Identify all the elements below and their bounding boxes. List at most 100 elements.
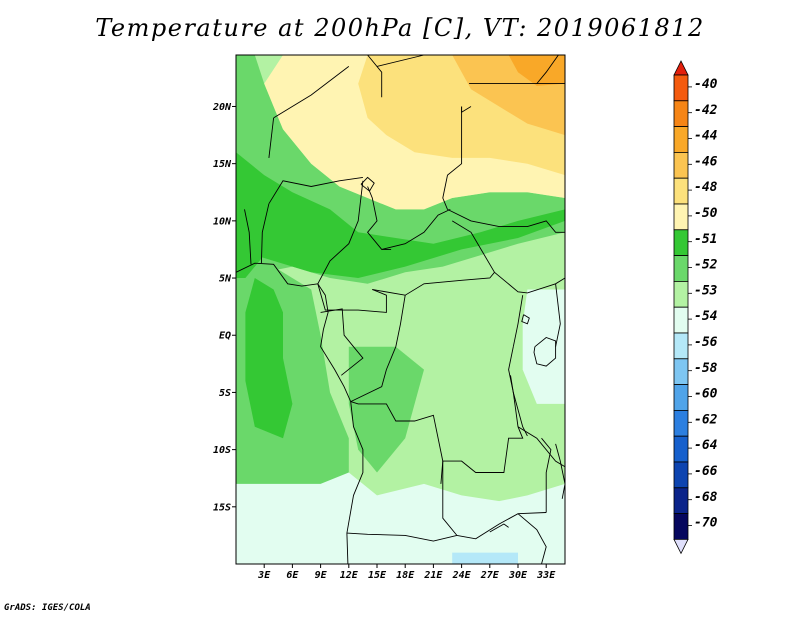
lake-kariba [489,523,509,533]
colorbar-swatch [673,255,689,282]
colorbar-label: -54 [694,309,718,324]
colorbar-label: -60 [694,387,718,402]
colorbar-swatch [673,358,689,385]
colorbar-label: -62 [694,412,718,427]
x-tick-label: 24E [452,570,472,581]
y-tick-label: 5S [219,388,231,399]
y-tick-label: 15S [213,502,231,513]
colorbar-arrow-bottom [673,539,689,555]
border-uganda-drc [512,295,524,347]
region-fill-lake-victoria [533,346,556,370]
grads-credit: GrADS: IGES/COLA [4,603,91,613]
region-fill-sahel-core [236,152,565,278]
x-tick-label: 12E [340,570,359,581]
lake-chad [360,176,375,192]
colorbar-label: -58 [694,361,718,376]
border-mali-niger [268,117,275,158]
border-niger-chad [367,54,383,98]
colorbar-swatch [673,435,689,463]
border-nigeria-cameroon [317,180,364,285]
nile-ne [536,54,559,84]
temperature-field [236,55,565,564]
chart-title: Temperature at 200hPa [C], VT: 201906181… [95,14,705,42]
x-tick-label: 6E [286,570,299,581]
border-gabon-congo [320,308,364,376]
lake-victoria [533,336,557,367]
border-chad-car [381,208,451,250]
border-car-sudan [451,220,495,273]
colorbar-swatch [673,126,689,153]
border-tanzania [517,426,566,468]
colorbar-label: -70 [694,516,718,531]
colorbar-swatch [673,384,689,411]
region-fill-southern-pale [236,466,565,564]
colorbar-swatch [673,177,689,205]
colorbar-label: -46 [694,154,718,169]
border-cameroon-south [317,283,387,313]
colorbar-swatch [673,100,689,128]
colorbar-arrow-top [673,60,689,76]
x-tick-label: 33E [536,570,556,581]
x-tick-label: 9E [315,570,328,581]
colorbar-label: -53 [694,283,718,298]
x-tick-label: 30E [508,570,528,581]
border-chad-sudan [442,106,463,210]
colorbar-swatch [673,332,689,360]
colorbar-swatch [673,487,689,514]
border-angola-zambia [442,461,458,536]
border-angola-north [350,401,444,462]
border-sudan-south [447,208,565,233]
colorbar-label: -48 [694,180,718,195]
colorbar-swatch [673,229,689,257]
region-fill-central-green [348,346,424,473]
lake-tanganyika [510,375,528,437]
x-tick-label: 27E [480,570,500,581]
colorbar-label: -51 [694,232,717,247]
coast-gulf-of-guinea [235,262,364,565]
y-tick-label: 10S [213,445,231,456]
colorbar-swatch [673,513,689,540]
y-tick-label: EQ [219,331,231,342]
colorbar-label: -64 [694,438,718,453]
border-niger-algeria [273,66,350,119]
x-tick-label: 21E [423,570,443,581]
lake-albert [521,314,530,325]
colorbar-label: -44 [694,129,718,144]
colorbar-swatch [673,203,689,231]
border-angola-namibia [346,532,458,542]
colorbar-swatch [673,280,689,308]
border-zambia-malawi [541,437,552,513]
colorbar-label: -42 [694,103,718,118]
region-fill-south-blue [452,552,518,564]
lake-malawi [555,443,566,499]
border-congo-drc [350,295,406,403]
border-benin-nigeria [260,203,270,264]
y-axis: 20N 15N 10N 5N EQ 5S 10S 15S [212,102,236,513]
border-south-sudan-drc [494,271,566,294]
y-tick-label: 20N [212,102,232,113]
region-fill-coast-green [245,278,293,439]
colorbar-swatch [673,409,689,437]
region-fill-west-coast-green [236,198,265,278]
border-mozambique [517,513,547,565]
x-tick-label: 18E [396,570,415,581]
colorbar-swatch [673,461,689,489]
border-libya-sudan [461,106,472,113]
border-uganda-kenya [555,283,561,347]
colorbar-label: -52 [694,258,718,273]
border-zambia-zimbabwe [456,512,547,540]
border-car-drc [372,272,495,296]
border-libya-chad [376,54,425,67]
y-tick-label: 10N [213,216,232,227]
colorbar-swatch [673,306,689,334]
country-boundaries [235,54,566,565]
x-axis: 3E 6E 9E 12E 15E 18E 21E 24E 27E 30E 33E [257,564,556,581]
colorbar-swatch [673,151,689,179]
colorbar-label: -66 [694,464,718,479]
x-tick-label: 15E [368,570,387,581]
y-tick-label: 15N [213,159,232,170]
border-togo-benin [244,209,252,265]
map-frame [235,54,566,565]
colorbar-label: -50 [694,206,718,221]
